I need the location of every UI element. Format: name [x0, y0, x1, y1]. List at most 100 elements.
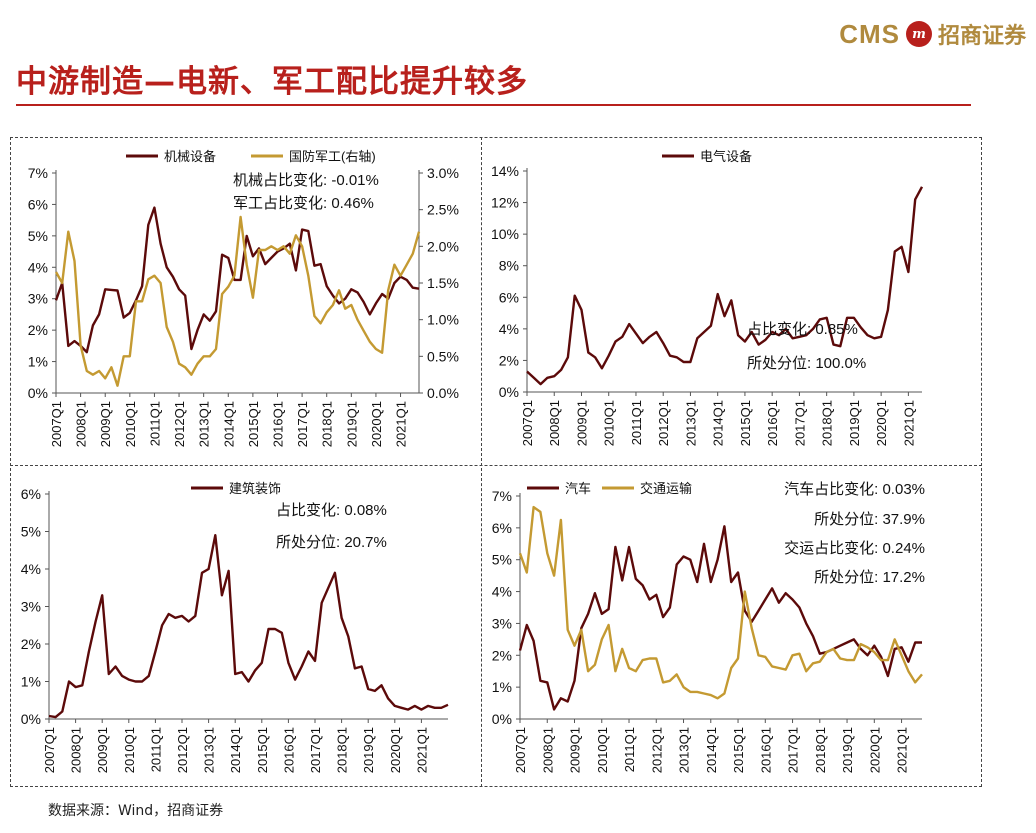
x-tick-label: 2015Q1 — [731, 727, 746, 773]
x-tick-label: 2018Q1 — [813, 727, 828, 773]
x-tick-label: 2012Q1 — [656, 400, 671, 446]
x-tick-label: 2019Q1 — [847, 400, 862, 446]
x-tick-label: 2018Q1 — [335, 727, 350, 773]
series-line-1 — [518, 525, 922, 711]
y-tick-label: 6% — [492, 520, 512, 536]
x-tick-label: 2014Q1 — [711, 400, 726, 446]
y-tick-label: 1% — [492, 679, 512, 695]
x-tick-label: 2011Q1 — [629, 400, 644, 445]
x-tick-label: 2007Q1 — [49, 401, 64, 447]
y-tick-label: 3% — [21, 599, 41, 615]
y-tick-label: 2% — [492, 647, 512, 663]
x-tick-label: 2012Q1 — [172, 401, 187, 447]
y-tick-label: 0% — [492, 711, 512, 727]
x-tick-label: 2016Q1 — [281, 727, 296, 773]
x-tick-label: 2009Q1 — [574, 400, 589, 446]
x-tick-label: 2015Q1 — [255, 727, 270, 773]
y-tick-label: 0% — [499, 384, 519, 400]
horizontal-divider — [10, 465, 982, 466]
y-right-tick-label: 0.5% — [427, 348, 459, 364]
machinery-chart: 0% 1% 2% 3% 4% 5% 6% 7% 0.0% 0.5% 1.0% 1.5% 2.0% 2.5%… — [28, 149, 459, 447]
x-tick-label: 2011Q1 — [622, 727, 637, 772]
legend-label: 交通运输 — [640, 481, 692, 496]
y-tick-label: 7% — [28, 165, 48, 181]
x-tick-label: 2010Q1 — [602, 400, 617, 446]
annotation: 占比变化: 0.85% — [747, 321, 858, 338]
series-line-1 — [48, 533, 449, 719]
x-tick-label: 2013Q1 — [677, 727, 692, 773]
x-tick-label: 2021Q1 — [895, 727, 910, 773]
vertical-divider — [481, 137, 482, 787]
x-tick-label: 2011Q1 — [148, 727, 163, 772]
x-tick-label: 2017Q1 — [792, 400, 807, 446]
y-tick-label: 2% — [499, 352, 519, 368]
x-tick-label: 2019Q1 — [840, 727, 855, 773]
y-tick-label: 4% — [28, 259, 48, 275]
annotation: 所处分位: 20.7% — [276, 534, 387, 551]
annotation: 汽车占比变化: 0.03% — [784, 481, 925, 498]
series-line-2 — [54, 215, 421, 387]
x-tick-label: 2009Q1 — [95, 727, 110, 773]
data-source: 数据来源：Wind，招商证券 — [48, 803, 224, 819]
y-tick-label: 4% — [499, 321, 519, 337]
x-tick-label: 2020Q1 — [867, 727, 882, 773]
x-tick-label: 2015Q1 — [246, 401, 261, 447]
y-right-tick-label: 2.0% — [427, 238, 459, 254]
x-tick-label: 2010Q1 — [595, 727, 610, 773]
series-line-1 — [54, 206, 420, 354]
annotation: 所处分位: 17.2% — [814, 569, 925, 586]
x-tick-label: 2021Q1 — [901, 400, 916, 446]
y-tick-label: 14% — [491, 163, 519, 179]
y-tick-label: 2% — [21, 636, 41, 652]
y-tick-label: 6% — [28, 196, 48, 212]
y-tick-label: 0% — [28, 385, 48, 401]
logo-text: CMS — [839, 18, 900, 49]
x-tick-label: 2020Q1 — [874, 400, 889, 446]
logo-emblem-icon: m — [905, 21, 932, 47]
x-tick-label: 2020Q1 — [388, 727, 403, 773]
x-tick-label: 2017Q1 — [295, 401, 310, 447]
series-line-1 — [526, 186, 924, 386]
legend-label: 机械设备 — [164, 149, 216, 164]
y-tick-label: 6% — [499, 289, 519, 305]
x-tick-label: 2016Q1 — [270, 401, 285, 447]
legend-label: 电气设备 — [700, 149, 752, 164]
annotation: 占比变化: 0.08% — [276, 502, 387, 519]
y-tick-label: 4% — [21, 561, 41, 577]
y-tick-label: 5% — [492, 552, 512, 568]
x-tick-label: 2014Q1 — [228, 727, 243, 773]
x-tick-label: 2008Q1 — [540, 727, 555, 773]
title-rule — [16, 104, 971, 106]
x-tick-label: 2010Q1 — [122, 727, 137, 773]
x-tick-label: 2018Q1 — [320, 401, 335, 447]
y-right-tick-label: 1.0% — [427, 312, 459, 328]
x-tick-label: 2019Q1 — [344, 401, 359, 447]
y-tick-label: 2% — [28, 322, 48, 338]
legend-label: 汽车 — [565, 481, 591, 496]
series-line-2 — [518, 505, 923, 700]
y-tick-label: 6% — [21, 486, 41, 502]
x-tick-label: 2009Q1 — [98, 401, 113, 447]
x-tick-label: 2016Q1 — [758, 727, 773, 773]
x-tick-label: 2021Q1 — [414, 727, 429, 773]
x-tick-label: 2013Q1 — [202, 727, 217, 773]
logo-cn: 招商证券 — [937, 24, 1026, 49]
x-tick-label: 2018Q1 — [820, 400, 835, 446]
annotation: 所处分位: 100.0% — [747, 355, 866, 372]
y-tick-label: 4% — [492, 584, 512, 600]
annotation: 所处分位: 37.9% — [814, 511, 925, 528]
y-tick-label: 1% — [21, 674, 41, 690]
y-tick-label: 3% — [28, 291, 48, 307]
y-tick-label: 5% — [21, 524, 41, 540]
y-tick-label: 8% — [499, 258, 519, 274]
x-tick-label: 2014Q1 — [221, 401, 236, 447]
y-tick-label: 0% — [21, 711, 41, 727]
x-tick-label: 2016Q1 — [765, 400, 780, 446]
y-right-tick-label: 1.5% — [427, 275, 459, 291]
x-tick-label: 2020Q1 — [369, 401, 384, 447]
annotation: 交运占比变化: 0.24% — [784, 539, 925, 557]
x-tick-label: 2010Q1 — [123, 401, 138, 447]
x-tick-label: 2013Q1 — [683, 400, 698, 446]
charts-frame — [10, 137, 982, 787]
y-tick-label: 3% — [492, 615, 512, 631]
